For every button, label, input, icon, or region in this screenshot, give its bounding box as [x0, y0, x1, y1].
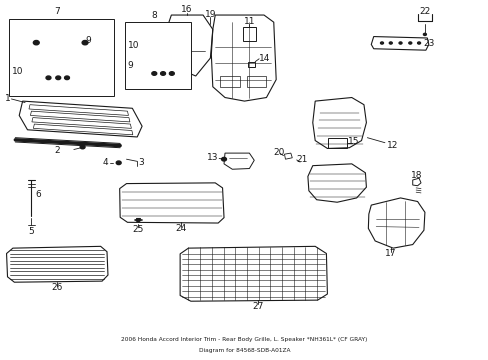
Bar — [328, 138, 346, 148]
Bar — [9, 19, 114, 96]
Text: 20: 20 — [273, 148, 285, 157]
Circle shape — [388, 42, 391, 44]
Text: 14: 14 — [259, 54, 270, 63]
Text: 2: 2 — [54, 146, 60, 155]
Text: 24: 24 — [175, 224, 186, 233]
Text: 9: 9 — [85, 36, 91, 45]
Text: 10: 10 — [12, 67, 23, 76]
Circle shape — [64, 76, 69, 80]
Text: Diagram for 84568-SDB-A01ZA: Diagram for 84568-SDB-A01ZA — [198, 348, 290, 353]
Text: 6: 6 — [36, 190, 41, 199]
Circle shape — [169, 72, 174, 75]
Bar — [242, 27, 256, 41]
Text: 17: 17 — [384, 249, 396, 258]
Text: 18: 18 — [410, 171, 422, 180]
Text: 2006 Honda Accord Interior Trim - Rear Body Grille, L. Speaker *NH361L* (CF GRAY: 2006 Honda Accord Interior Trim - Rear B… — [121, 337, 367, 342]
Text: 15: 15 — [347, 138, 359, 147]
Text: 21: 21 — [296, 155, 307, 164]
Text: 5: 5 — [28, 228, 34, 237]
Circle shape — [80, 145, 85, 149]
Text: 25: 25 — [132, 225, 143, 234]
Circle shape — [408, 42, 411, 44]
Circle shape — [417, 42, 420, 44]
Bar — [125, 22, 190, 89]
Circle shape — [423, 33, 426, 36]
Circle shape — [116, 161, 121, 165]
Circle shape — [152, 72, 157, 75]
Circle shape — [82, 41, 88, 45]
Text: 16: 16 — [181, 5, 192, 14]
Circle shape — [221, 157, 226, 161]
Circle shape — [160, 72, 165, 75]
Text: 1: 1 — [5, 94, 10, 103]
Text: 11: 11 — [243, 17, 255, 26]
Text: 10: 10 — [127, 41, 139, 50]
Text: 9: 9 — [127, 61, 133, 70]
Text: 13: 13 — [206, 153, 218, 162]
Circle shape — [380, 42, 383, 44]
Circle shape — [398, 42, 401, 44]
Text: 8: 8 — [151, 10, 157, 19]
Circle shape — [33, 41, 39, 45]
Text: 4: 4 — [102, 158, 108, 167]
Circle shape — [46, 76, 51, 80]
Text: 3: 3 — [139, 158, 144, 167]
Circle shape — [420, 32, 428, 37]
Text: 12: 12 — [386, 141, 397, 150]
Circle shape — [56, 76, 61, 80]
Bar — [220, 76, 239, 87]
Circle shape — [136, 219, 140, 222]
Text: 27: 27 — [252, 302, 264, 311]
Bar — [246, 76, 266, 87]
Text: 22: 22 — [418, 7, 429, 16]
Text: 26: 26 — [51, 283, 63, 292]
Text: 7: 7 — [54, 7, 60, 16]
Bar — [248, 62, 255, 67]
Text: 23: 23 — [422, 39, 433, 48]
Text: 19: 19 — [204, 10, 216, 19]
